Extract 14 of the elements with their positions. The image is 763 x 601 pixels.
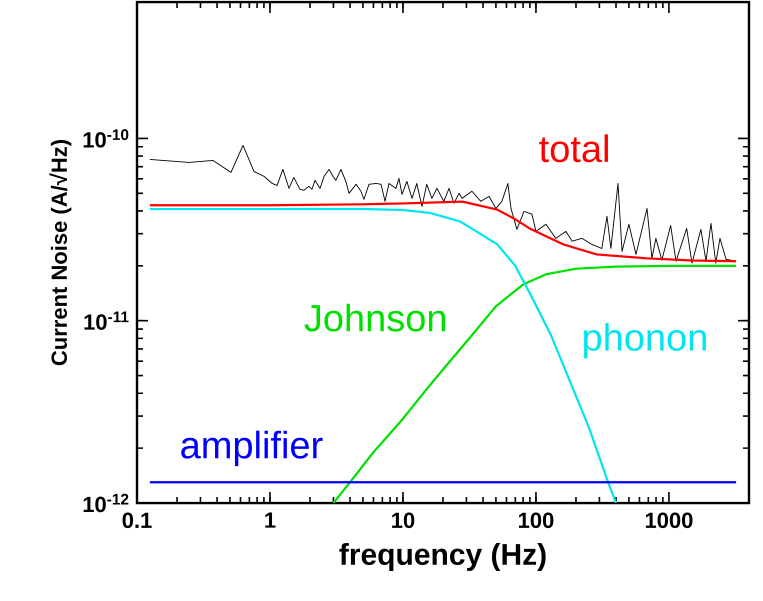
series-label: phonon <box>584 322 706 358</box>
series-label: total <box>539 134 608 162</box>
x-tick-label: 1000 <box>646 512 692 528</box>
series-label: Johnson <box>304 304 446 332</box>
x-axis-title: frequency (Hz) <box>339 542 546 571</box>
y-axis-title: Current Noise (A/√Hz) <box>49 140 72 366</box>
y-tick-label: 10$^{-12}$ <box>84 494 128 512</box>
x-tick-label: 100 <box>518 512 554 528</box>
y-tick-label: 10$^{-11}$ <box>84 312 129 330</box>
series-label: amplifier <box>181 430 323 466</box>
x-tick-label: 1 <box>265 512 276 528</box>
x-tick-label: 10 <box>392 512 414 528</box>
x-tick-label: 0.1 <box>122 512 152 528</box>
y-tick-label: 10$^{-10}$ <box>84 129 128 148</box>
